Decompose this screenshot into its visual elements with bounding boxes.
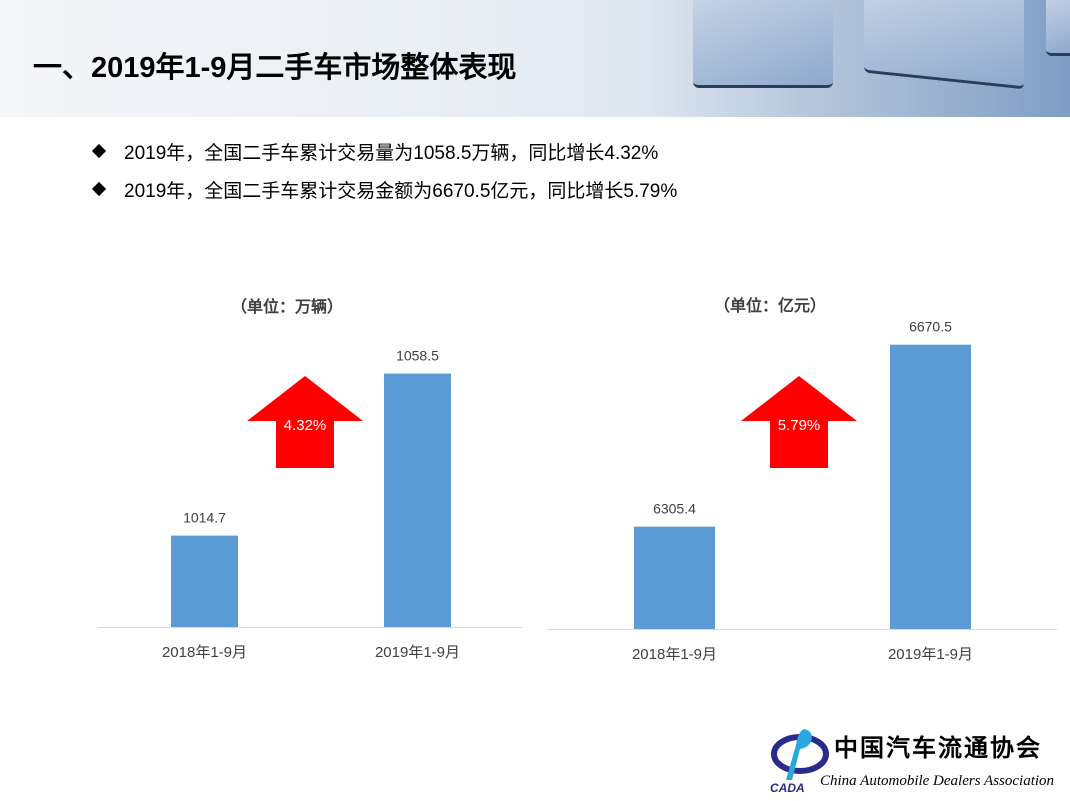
- category-label: 2018年1-9月: [162, 644, 247, 661]
- logo-abbr: CADA: [770, 781, 805, 795]
- decorative-cube: [1046, 0, 1070, 56]
- data-label: 1058.5: [396, 348, 439, 364]
- bullet-item: 2019年，全国二手车累计交易金额为6670.5亿元，同比增长5.79%: [90, 170, 677, 208]
- data-label: 6305.4: [653, 501, 696, 517]
- category-label: 2019年1-9月: [375, 644, 460, 661]
- category-label: 2019年1-9月: [888, 646, 973, 663]
- data-label: 6670.5: [909, 319, 952, 335]
- bullet-text: 2019年，全国二手车累计交易量为1058.5万辆，同比增长4.32%: [124, 142, 659, 164]
- header-banner: 一、2019年1-9月二手车市场整体表现: [0, 0, 1070, 117]
- unit-label: （单位：万辆）: [231, 297, 343, 316]
- page-title: 一、2019年1-9月二手车市场整体表现: [33, 52, 517, 84]
- decorative-cube: [693, 0, 833, 88]
- bar: [634, 526, 715, 629]
- growth-label: 4.32%: [284, 417, 327, 434]
- cada-emblem-icon: [771, 729, 829, 780]
- bar: [384, 373, 451, 627]
- data-label: 1014.7: [183, 510, 226, 526]
- growth-arrow-icon: [247, 376, 363, 468]
- logo-cn: 中国汽车流通协会: [834, 733, 1042, 762]
- bullet-text: 2019年，全国二手车累计交易金额为6670.5亿元，同比增长5.79%: [124, 180, 678, 202]
- bullet-item: 2019年，全国二手车累计交易量为1058.5万辆，同比增长4.32%: [90, 132, 677, 170]
- bar: [171, 535, 238, 627]
- bullet-list: 2019年，全国二手车累计交易量为1058.5万辆，同比增长4.32% 2019…: [90, 132, 677, 208]
- unit-label: （单位：亿元）: [714, 296, 826, 315]
- logo-en: China Automobile Dealers Association: [820, 773, 1055, 789]
- growth-label: 5.79%: [778, 417, 821, 434]
- bar: [890, 344, 971, 629]
- category-label: 2018年1-9月: [632, 646, 717, 663]
- cada-logo: CADA 中国汽车流通协会 China Automobile Dealers A…: [770, 726, 1070, 798]
- growth-arrow-icon: [741, 376, 857, 468]
